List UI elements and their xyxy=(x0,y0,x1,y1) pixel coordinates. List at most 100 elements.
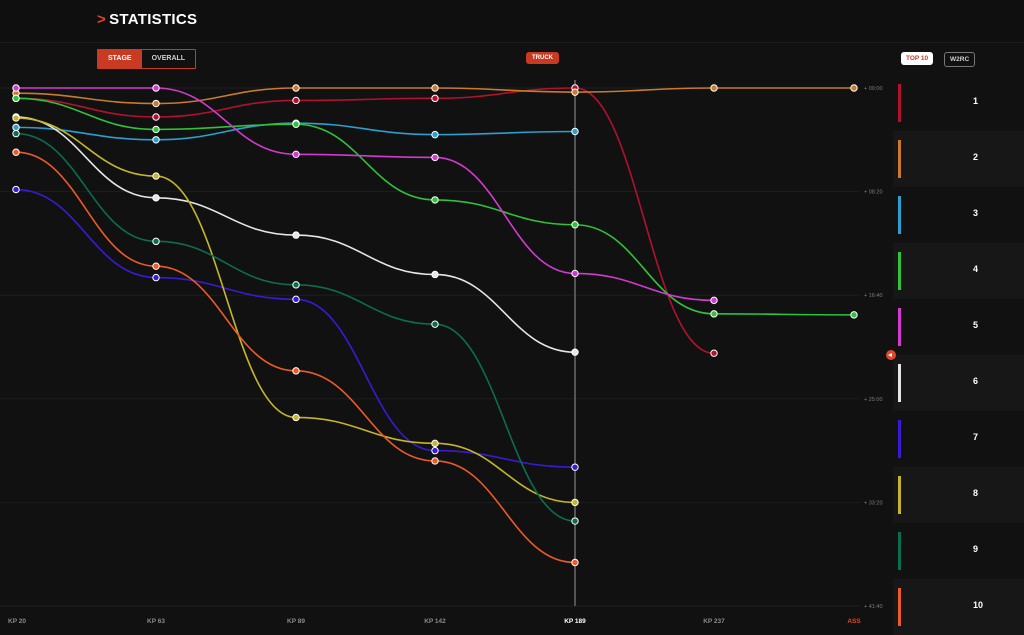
data-point[interactable] xyxy=(850,311,858,319)
data-point[interactable] xyxy=(710,84,718,92)
legend-row[interactable]: 3 xyxy=(893,187,1024,243)
data-point[interactable] xyxy=(152,194,160,202)
data-point[interactable] xyxy=(431,84,439,92)
x-tick-label: KP 20 xyxy=(8,618,26,625)
data-point[interactable] xyxy=(12,185,20,194)
legend-row[interactable]: 8 xyxy=(893,467,1024,523)
data-point[interactable] xyxy=(571,558,579,567)
data-point[interactable] xyxy=(431,130,439,139)
data-point[interactable] xyxy=(431,94,439,103)
data-point[interactable] xyxy=(571,127,579,136)
data-point[interactable] xyxy=(12,114,20,122)
data-point[interactable] xyxy=(292,281,300,289)
data-point[interactable] xyxy=(12,123,20,132)
x-tick-label: KP 237 xyxy=(703,618,725,625)
data-point[interactable] xyxy=(710,296,718,305)
stage-overall-toggle: STAGE OVERALL xyxy=(97,49,197,69)
legend-row[interactable]: 1 xyxy=(893,75,1024,131)
data-point[interactable] xyxy=(152,136,160,144)
legend-swatch xyxy=(898,420,901,458)
data-point[interactable] xyxy=(431,439,439,448)
x-tick-label: ASS xyxy=(847,618,861,625)
data-point[interactable] xyxy=(152,113,160,121)
data-point[interactable] xyxy=(152,273,160,282)
w2rc-filter-button[interactable]: W2RC xyxy=(944,52,976,67)
data-point[interactable] xyxy=(431,196,439,204)
data-point[interactable] xyxy=(571,269,579,278)
legend-rank: 7 xyxy=(973,432,979,442)
y-tick-label: + 41:40 xyxy=(864,604,883,610)
legend-rank: 1 xyxy=(973,96,979,106)
legend-row[interactable]: 2 xyxy=(893,131,1024,187)
legend-swatch xyxy=(898,84,901,122)
data-point[interactable] xyxy=(431,446,439,455)
legend-row[interactable]: 5 xyxy=(893,299,1024,355)
top10-filter-button[interactable]: TOP 10 xyxy=(901,52,934,65)
legend-swatch xyxy=(898,476,901,514)
legend-swatch xyxy=(898,532,901,570)
legend-row[interactable]: 6 xyxy=(893,355,1024,411)
legend-swatch xyxy=(898,308,901,346)
legend-rank: 2 xyxy=(973,152,979,162)
page-title: > STATISTICS xyxy=(97,11,197,28)
stage-button[interactable]: STAGE xyxy=(98,50,142,68)
data-point[interactable] xyxy=(571,517,579,525)
legend-row[interactable]: 9 xyxy=(893,523,1024,579)
data-point[interactable] xyxy=(12,129,20,138)
data-point[interactable] xyxy=(292,96,300,105)
data-point[interactable] xyxy=(152,125,160,134)
data-point[interactable] xyxy=(12,148,20,156)
data-point[interactable] xyxy=(850,84,858,92)
series-line-10 xyxy=(15,151,576,564)
overall-button[interactable]: OVERALL xyxy=(151,55,186,62)
data-point[interactable] xyxy=(431,457,439,465)
legend-row[interactable]: 7 xyxy=(893,411,1024,467)
x-tick-label: KP 142 xyxy=(424,618,446,625)
data-point[interactable] xyxy=(431,270,439,279)
data-point[interactable] xyxy=(292,295,300,304)
data-point[interactable] xyxy=(431,153,439,162)
legend-row[interactable]: 4 xyxy=(893,243,1024,299)
legend-row[interactable]: 10 xyxy=(893,579,1024,635)
data-point[interactable] xyxy=(292,84,300,92)
y-tick-label: + 25:00 xyxy=(864,397,883,403)
data-point[interactable] xyxy=(571,498,579,507)
position-marker-icon[interactable] xyxy=(886,350,896,360)
legend-rank: 3 xyxy=(973,208,979,218)
series-line-4 xyxy=(15,97,855,316)
data-point[interactable] xyxy=(152,172,160,180)
legend-swatch xyxy=(898,140,901,178)
y-tick-label: + 33:20 xyxy=(864,500,883,506)
x-tick-label: KP 63 xyxy=(147,618,165,625)
data-point[interactable] xyxy=(571,463,579,471)
legend-rank: 5 xyxy=(973,320,979,330)
data-point[interactable] xyxy=(152,99,160,108)
data-point[interactable] xyxy=(152,262,160,270)
header-band xyxy=(0,0,1024,43)
data-point[interactable] xyxy=(152,237,160,246)
series-line-8 xyxy=(15,117,576,504)
x-tick-label: KP 189 xyxy=(564,618,586,625)
data-point[interactable] xyxy=(292,150,300,159)
data-point[interactable] xyxy=(292,367,300,375)
data-point[interactable] xyxy=(571,221,579,229)
data-point[interactable] xyxy=(292,231,300,239)
data-point[interactable] xyxy=(431,320,439,328)
legend-swatch xyxy=(898,196,901,234)
title-arrow-icon: > xyxy=(97,11,107,28)
data-point[interactable] xyxy=(12,94,20,103)
data-point[interactable] xyxy=(710,310,718,318)
y-tick-label: + 00:00 xyxy=(864,86,883,92)
legend-swatch xyxy=(898,364,901,402)
series-line-7 xyxy=(15,188,576,468)
data-point[interactable] xyxy=(292,413,300,422)
legend-rank: 6 xyxy=(973,376,979,386)
data-point[interactable] xyxy=(710,349,718,357)
data-point[interactable] xyxy=(12,84,20,92)
data-point[interactable] xyxy=(571,88,579,96)
truck-badge: TRUCK xyxy=(526,52,559,64)
data-point[interactable] xyxy=(152,84,160,92)
data-point[interactable] xyxy=(571,348,579,356)
data-point[interactable] xyxy=(292,120,300,128)
